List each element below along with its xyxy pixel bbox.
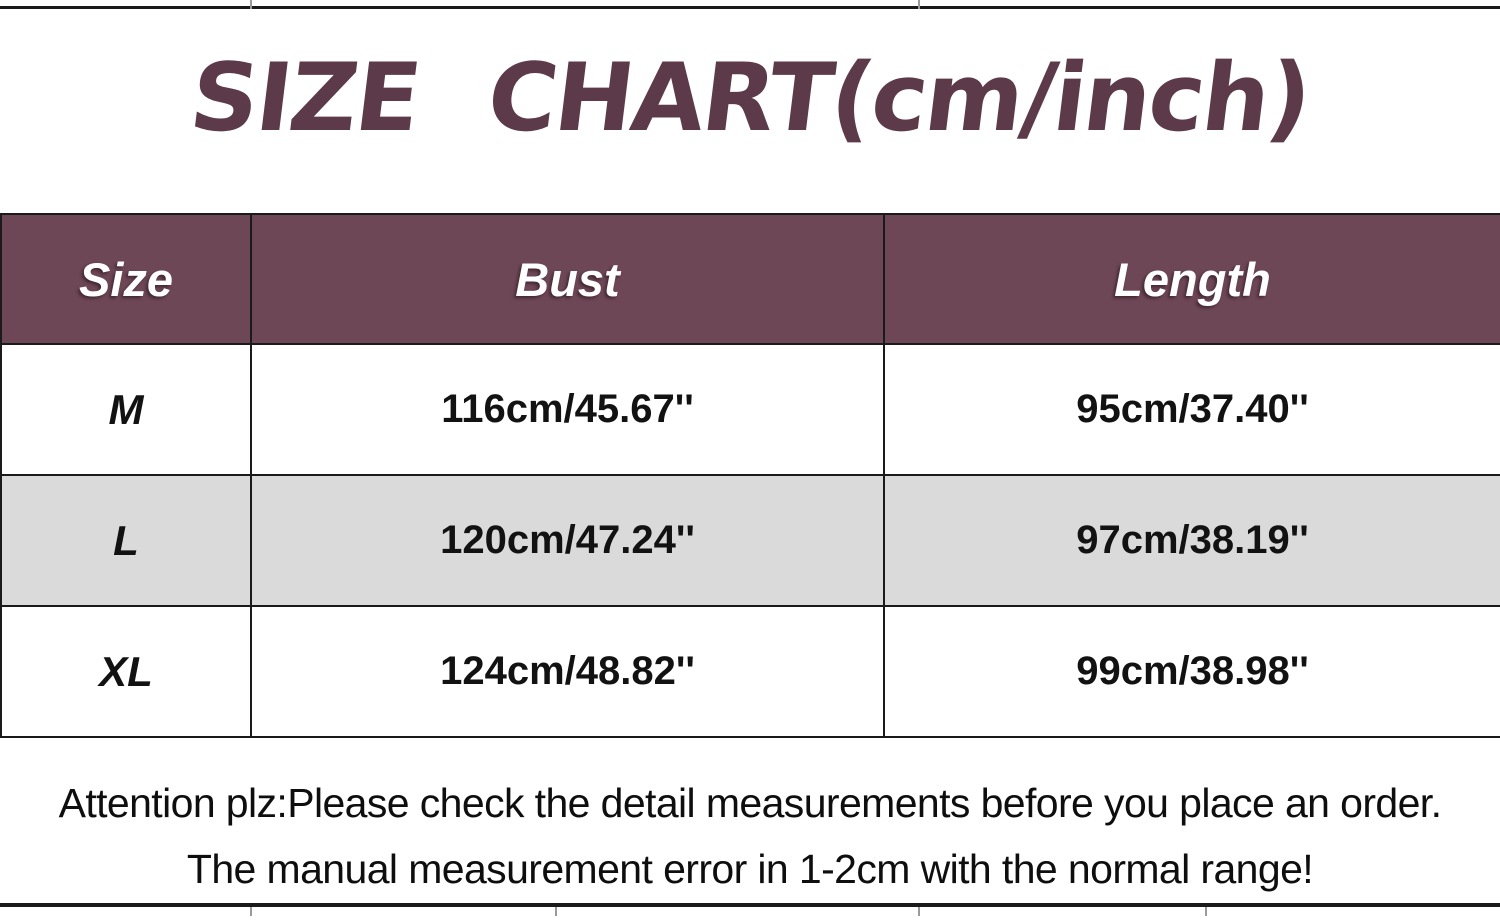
col-header-length: Length [883, 213, 1500, 345]
table-row-m: M 116cm/45.67'' 95cm/37.40'' [0, 343, 1500, 476]
size-cell-m: M [0, 343, 252, 476]
crop-tick [918, 0, 920, 9]
crop-tick [918, 907, 920, 916]
crop-tick [555, 907, 557, 916]
table-row-l: L 120cm/47.24'' 97cm/38.19'' [0, 474, 1500, 607]
length-cell-l: 97cm/38.19'' [883, 474, 1500, 607]
page-title: SIZE CHART(cm/inch) [184, 44, 1316, 153]
bust-cell-l: 120cm/47.24'' [250, 474, 885, 607]
length-cell-xl: 99cm/38.98'' [883, 605, 1500, 738]
top-crop-line [0, 6, 1500, 9]
table-header-row: Size Bust Length [0, 213, 1500, 345]
note-line-2: The manual measurement error in 1-2cm wi… [186, 846, 1314, 892]
size-cell-l: L [0, 474, 252, 607]
table-row-xl: XL 124cm/48.82'' 99cm/38.98'' [0, 605, 1500, 738]
crop-tick [250, 0, 252, 9]
size-table: Size Bust Length M 116cm/45.67'' 95cm/37… [0, 213, 1500, 738]
crop-tick [1205, 907, 1207, 916]
note-line-1: Attention plz:Please check the detail me… [58, 780, 1442, 826]
col-header-size: Size [0, 213, 252, 345]
size-cell-xl: XL [0, 605, 252, 738]
bust-cell-xl: 124cm/48.82'' [250, 605, 885, 738]
attention-note: Attention plz:Please check the detail me… [0, 770, 1500, 902]
crop-tick [250, 907, 252, 916]
col-header-bust: Bust [250, 213, 885, 345]
length-cell-m: 95cm/37.40'' [883, 343, 1500, 476]
bust-cell-m: 116cm/45.67'' [250, 343, 885, 476]
bottom-crop-line [0, 903, 1500, 907]
